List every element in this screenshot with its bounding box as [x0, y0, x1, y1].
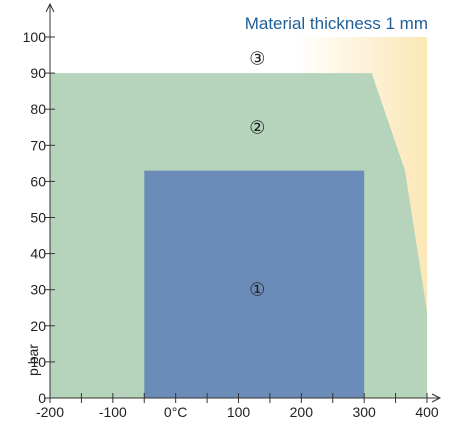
region-1-label: ① — [249, 280, 265, 300]
x-tick-label: 400 — [415, 404, 439, 420]
x-tick-label: 200 — [290, 404, 314, 420]
x-tick-label: 100 — [227, 404, 251, 420]
axes: 0 10 20 30 40 50 60 70 80 90 100 -200 -100 0°C 100 200 3… — [23, 2, 442, 420]
y-tick-label: 70 — [30, 137, 46, 153]
labels-layer: ③ ② ① — [249, 49, 265, 300]
y-tick-label: 0 — [38, 390, 46, 406]
regions-layer — [50, 37, 427, 398]
y-tick-label: 10 — [30, 354, 46, 370]
y-axis-arrow — [45, 2, 55, 13]
y-tick-label: 60 — [30, 173, 46, 189]
x-tick-label: -200 — [36, 404, 64, 420]
y-tick-label: 20 — [30, 318, 46, 334]
x-tick-label: -100 — [99, 404, 127, 420]
chart-title: Material thickness 1 mm — [245, 14, 428, 33]
y-axis-label: p bar — [25, 344, 41, 376]
y-tick-label: 100 — [23, 29, 47, 45]
region-3-label: ③ — [249, 49, 265, 69]
y-tick-label: 40 — [30, 246, 46, 262]
region-2-label: ② — [249, 117, 265, 137]
x-tick-label: 300 — [352, 404, 376, 420]
x-axis-arrow — [431, 393, 442, 403]
region-1 — [144, 170, 365, 398]
y-tick-label: 90 — [30, 65, 46, 81]
x-tick-label: 0°C — [164, 404, 188, 420]
y-tick-label: 30 — [30, 282, 46, 298]
y-tick-label: 50 — [30, 210, 46, 226]
y-tick-label: 80 — [30, 101, 46, 117]
